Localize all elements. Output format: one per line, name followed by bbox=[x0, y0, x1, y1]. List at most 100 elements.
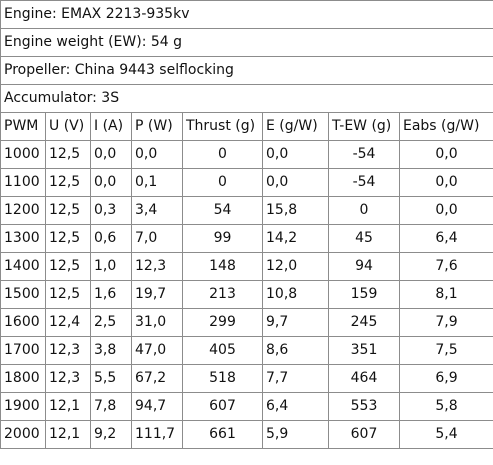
cell-voltage: 12,5 bbox=[45, 224, 91, 253]
cell-thrust-minus-ew: 159 bbox=[328, 280, 400, 309]
cell-voltage: 12,1 bbox=[45, 420, 91, 449]
cell-voltage: 12,1 bbox=[45, 392, 91, 421]
engine-info: Engine: EMAX 2213-935kv bbox=[0, 0, 493, 29]
cell-power: 47,0 bbox=[131, 336, 183, 365]
cell-voltage: 12,5 bbox=[45, 196, 91, 225]
header-abs-efficiency: Eabs (g/W) bbox=[399, 112, 493, 141]
cell-power: 0,0 bbox=[131, 140, 183, 169]
table-row: 2000 12,1 9,2 111,7 661 5,9 607 5,4 bbox=[0, 420, 493, 449]
cell-power: 94,7 bbox=[131, 392, 183, 421]
cell-efficiency: 9,7 bbox=[262, 308, 329, 337]
cell-efficiency: 14,2 bbox=[262, 224, 329, 253]
cell-current: 3,8 bbox=[90, 336, 132, 365]
cell-power: 7,0 bbox=[131, 224, 183, 253]
cell-current: 9,2 bbox=[90, 420, 132, 449]
table-row: 1900 12,1 7,8 94,7 607 6,4 553 5,8 bbox=[0, 392, 493, 421]
cell-pwm: 1700 bbox=[0, 336, 46, 365]
cell-thrust-minus-ew: 553 bbox=[328, 392, 400, 421]
engine-weight-info: Engine weight (EW): 54 g bbox=[0, 28, 493, 57]
table-body: Engine: EMAX 2213-935kv Engine weight (E… bbox=[0, 0, 493, 449]
cell-abs-efficiency: 8,1 bbox=[399, 280, 493, 309]
cell-pwm: 1000 bbox=[0, 140, 46, 169]
table-row: 1000 12,5 0,0 0,0 0 0,0 -54 0,0 bbox=[0, 140, 493, 169]
header-power: P (W) bbox=[131, 112, 183, 141]
cell-thrust: 99 bbox=[182, 224, 263, 253]
cell-thrust: 148 bbox=[182, 252, 263, 281]
cell-current: 7,8 bbox=[90, 392, 132, 421]
cell-abs-efficiency: 7,5 bbox=[399, 336, 493, 365]
cell-thrust: 54 bbox=[182, 196, 263, 225]
cell-thrust-minus-ew: -54 bbox=[328, 140, 400, 169]
cell-current: 5,5 bbox=[90, 364, 132, 393]
cell-voltage: 12,5 bbox=[45, 140, 91, 169]
cell-efficiency: 6,4 bbox=[262, 392, 329, 421]
cell-current: 0,0 bbox=[90, 168, 132, 197]
info-row-engine-weight: Engine weight (EW): 54 g bbox=[0, 28, 493, 57]
cell-pwm: 1900 bbox=[0, 392, 46, 421]
header-thrust: Thrust (g) bbox=[182, 112, 263, 141]
cell-thrust-minus-ew: 607 bbox=[328, 420, 400, 449]
cell-voltage: 12,3 bbox=[45, 364, 91, 393]
table-row: 1200 12,5 0,3 3,4 54 15,8 0 0,0 bbox=[0, 196, 493, 225]
table-row: 1300 12,5 0,6 7,0 99 14,2 45 6,4 bbox=[0, 224, 493, 253]
cell-efficiency: 7,7 bbox=[262, 364, 329, 393]
cell-power: 67,2 bbox=[131, 364, 183, 393]
accumulator-info: Accumulator: 3S bbox=[0, 84, 493, 113]
cell-pwm: 1300 bbox=[0, 224, 46, 253]
cell-efficiency: 12,0 bbox=[262, 252, 329, 281]
cell-efficiency: 10,8 bbox=[262, 280, 329, 309]
cell-pwm: 1100 bbox=[0, 168, 46, 197]
motor-test-table: Engine: EMAX 2213-935kv Engine weight (E… bbox=[0, 0, 493, 449]
cell-efficiency: 0,0 bbox=[262, 140, 329, 169]
cell-efficiency: 0,0 bbox=[262, 168, 329, 197]
cell-thrust: 661 bbox=[182, 420, 263, 449]
cell-thrust-minus-ew: 351 bbox=[328, 336, 400, 365]
cell-thrust: 0 bbox=[182, 168, 263, 197]
info-row-propeller: Propeller: China 9443 selflocking bbox=[0, 56, 493, 85]
cell-abs-efficiency: 5,4 bbox=[399, 420, 493, 449]
cell-abs-efficiency: 0,0 bbox=[399, 196, 493, 225]
cell-voltage: 12,3 bbox=[45, 336, 91, 365]
cell-power: 0,1 bbox=[131, 168, 183, 197]
cell-abs-efficiency: 5,8 bbox=[399, 392, 493, 421]
cell-efficiency: 5,9 bbox=[262, 420, 329, 449]
cell-thrust-minus-ew: -54 bbox=[328, 168, 400, 197]
cell-thrust: 405 bbox=[182, 336, 263, 365]
cell-pwm: 1400 bbox=[0, 252, 46, 281]
cell-thrust: 299 bbox=[182, 308, 263, 337]
cell-thrust-minus-ew: 94 bbox=[328, 252, 400, 281]
cell-abs-efficiency: 0,0 bbox=[399, 140, 493, 169]
cell-current: 2,5 bbox=[90, 308, 132, 337]
cell-power: 3,4 bbox=[131, 196, 183, 225]
cell-power: 111,7 bbox=[131, 420, 183, 449]
cell-thrust-minus-ew: 45 bbox=[328, 224, 400, 253]
cell-current: 0,3 bbox=[90, 196, 132, 225]
table-row: 1500 12,5 1,6 19,7 213 10,8 159 8,1 bbox=[0, 280, 493, 309]
header-pwm: PWM bbox=[0, 112, 46, 141]
cell-thrust: 0 bbox=[182, 140, 263, 169]
header-current: I (A) bbox=[90, 112, 132, 141]
cell-abs-efficiency: 0,0 bbox=[399, 168, 493, 197]
cell-voltage: 12,5 bbox=[45, 280, 91, 309]
cell-voltage: 12,5 bbox=[45, 168, 91, 197]
propeller-info: Propeller: China 9443 selflocking bbox=[0, 56, 493, 85]
info-row-engine: Engine: EMAX 2213-935kv bbox=[0, 0, 493, 29]
cell-thrust-minus-ew: 464 bbox=[328, 364, 400, 393]
cell-current: 0,6 bbox=[90, 224, 132, 253]
cell-power: 12,3 bbox=[131, 252, 183, 281]
cell-current: 1,0 bbox=[90, 252, 132, 281]
cell-efficiency: 15,8 bbox=[262, 196, 329, 225]
table-row: 1100 12,5 0,0 0,1 0 0,0 -54 0,0 bbox=[0, 168, 493, 197]
cell-pwm: 1800 bbox=[0, 364, 46, 393]
cell-abs-efficiency: 6,9 bbox=[399, 364, 493, 393]
cell-abs-efficiency: 6,4 bbox=[399, 224, 493, 253]
cell-thrust: 607 bbox=[182, 392, 263, 421]
cell-efficiency: 8,6 bbox=[262, 336, 329, 365]
table-row: 1700 12,3 3,8 47,0 405 8,6 351 7,5 bbox=[0, 336, 493, 365]
cell-power: 31,0 bbox=[131, 308, 183, 337]
cell-current: 1,6 bbox=[90, 280, 132, 309]
table-row: 1800 12,3 5,5 67,2 518 7,7 464 6,9 bbox=[0, 364, 493, 393]
cell-voltage: 12,4 bbox=[45, 308, 91, 337]
info-row-accumulator: Accumulator: 3S bbox=[0, 84, 493, 113]
cell-pwm: 1200 bbox=[0, 196, 46, 225]
